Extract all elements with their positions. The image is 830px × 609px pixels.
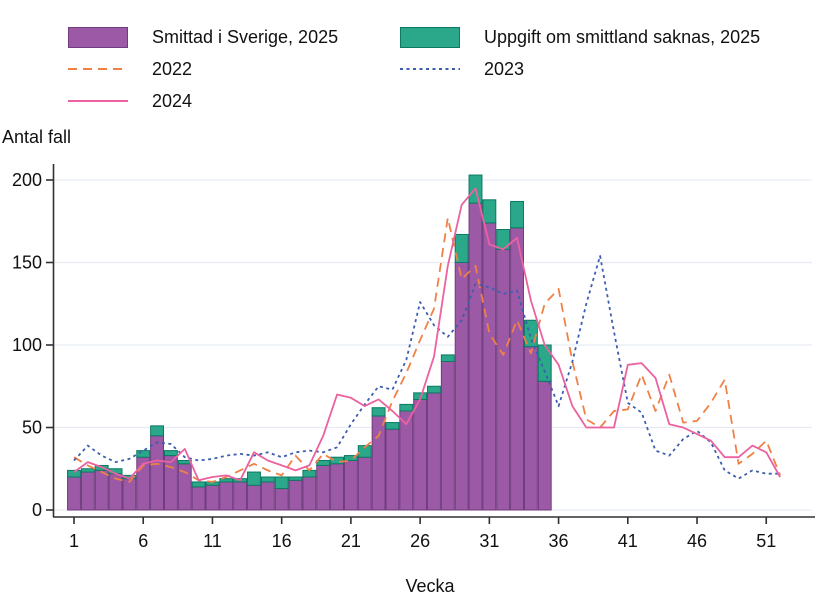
bar-segment-smittad-sverige (288, 479, 303, 511)
bar-segment-smittad-sverige (219, 481, 234, 511)
line-series (73, 187, 781, 483)
bar-segment-uppgift-saknas (302, 469, 317, 478)
line-2023 (73, 254, 781, 480)
x-tick-label: 26 (410, 531, 430, 551)
bar-segment-smittad-sverige (371, 415, 386, 511)
y-tick-label: 50 (22, 418, 42, 438)
bar-segment-smittad-sverige (302, 476, 317, 511)
legend-item-2022: 2022 (68, 58, 192, 80)
bar-segment-smittad-sverige (80, 471, 95, 511)
x-tick-label: 41 (618, 531, 638, 551)
bar-segment-smittad-sverige (122, 478, 137, 511)
bar-segment-smittad-sverige (523, 346, 538, 511)
bar-segment-uppgift-saknas (163, 450, 178, 457)
bar-segment-smittad-sverige (385, 428, 400, 511)
legend-swatch-teal (400, 27, 460, 48)
bar-series (67, 174, 552, 511)
bar-segment-smittad-sverige (330, 463, 345, 511)
bar-segment-uppgift-saknas (288, 476, 303, 481)
y-tick-label: 200 (12, 170, 42, 190)
x-tick-label: 46 (687, 531, 707, 551)
bar-segment-smittad-sverige (247, 484, 261, 511)
legend-item-2024: 2024 (68, 90, 192, 112)
x-tick-label: 36 (549, 531, 569, 551)
bar-segment-uppgift-saknas (219, 478, 234, 483)
bar-segment-smittad-sverige (205, 484, 220, 511)
bar-segment-smittad-sverige (413, 398, 428, 511)
x-tick-label: 1 (69, 531, 79, 551)
solid-line-icon (68, 100, 128, 102)
bar-segment-smittad-sverige (163, 455, 178, 511)
bar-segment-smittad-sverige (440, 361, 455, 511)
bar-segment-uppgift-saknas (330, 456, 345, 465)
legend-item-smittad-sverige: Smittad i Sverige, 2025 (68, 27, 338, 48)
y-tick-label: 100 (12, 335, 42, 355)
legend-label: Smittad i Sverige, 2025 (152, 27, 339, 47)
x-tick-label: 6 (138, 531, 148, 551)
bar-segment-uppgift-saknas (440, 354, 455, 362)
legend-label: 2022 (152, 58, 193, 79)
bar-segment-smittad-sverige (233, 481, 248, 511)
bar-segment-uppgift-saknas (274, 476, 289, 490)
x-axis-title: Vecka (405, 576, 455, 596)
legend-item-uppgift-saknas: Uppgift om smittland saknas, 2025 (400, 27, 760, 48)
bar-segment-smittad-sverige (537, 380, 552, 511)
bar-segment-uppgift-saknas (343, 455, 358, 461)
bar-segment-uppgift-saknas (510, 200, 524, 229)
bar-segment-uppgift-saknas (427, 385, 441, 394)
bar-segment-smittad-sverige (274, 488, 289, 511)
bar-segment-uppgift-saknas (150, 425, 165, 437)
bar-segment-smittad-sverige (427, 392, 441, 511)
bar-segment-uppgift-saknas (260, 476, 275, 483)
bar-segment-smittad-sverige (94, 469, 109, 511)
bar-segment-smittad-sverige (454, 262, 469, 511)
bar-segment-uppgift-saknas (67, 469, 81, 478)
bar-segment-uppgift-saknas (80, 468, 95, 473)
line-2022 (73, 216, 781, 483)
bar-segment-smittad-sverige (67, 476, 81, 511)
bar-segment-uppgift-saknas (136, 450, 151, 458)
bar-segment-uppgift-saknas (454, 233, 469, 263)
legend-swatch-purple (68, 27, 128, 48)
legend-label: 2024 (152, 90, 193, 111)
bar-segment-uppgift-saknas (191, 481, 206, 488)
y-tick-label: 0 (32, 500, 42, 520)
bar-segment-smittad-sverige (357, 456, 372, 511)
x-tick-label: 31 (479, 531, 499, 551)
x-tick-label: 16 (272, 531, 292, 551)
bar-segment-uppgift-saknas (357, 445, 372, 458)
x-tick-label: 51 (756, 531, 776, 551)
bar-segment-smittad-sverige (150, 435, 165, 511)
bar-segment-smittad-sverige (260, 481, 275, 511)
bar-segment-uppgift-saknas (371, 407, 386, 417)
bar-segment-smittad-sverige (510, 227, 524, 511)
legend-item-2023: 2023 (400, 58, 524, 80)
dashed-line-icon (68, 68, 128, 70)
line-2024 (73, 187, 781, 482)
bar-segment-smittad-sverige (343, 460, 358, 511)
bar-segment-uppgift-saknas (316, 460, 331, 466)
bar-segment-smittad-sverige (496, 248, 511, 511)
bar-segment-uppgift-saknas (247, 471, 261, 486)
bar-segment-uppgift-saknas (385, 422, 400, 430)
bar-segment-smittad-sverige (468, 202, 483, 511)
x-tick-label: 21 (341, 531, 361, 551)
legend-label: Uppgift om smittland saknas, 2025 (484, 27, 761, 47)
x-tick-label: 11 (203, 531, 222, 551)
bar-segment-uppgift-saknas (482, 199, 497, 224)
y-tick-label: 150 (12, 253, 42, 273)
bar-segment-smittad-sverige (399, 410, 414, 511)
bar-segment-smittad-sverige (191, 486, 206, 511)
bar-segment-smittad-sverige (316, 464, 331, 511)
bar-segment-uppgift-saknas (399, 403, 414, 412)
legend-label: 2023 (484, 58, 525, 79)
bar-segment-smittad-sverige (482, 222, 497, 511)
y-axis-title: Antal fall (2, 127, 71, 147)
